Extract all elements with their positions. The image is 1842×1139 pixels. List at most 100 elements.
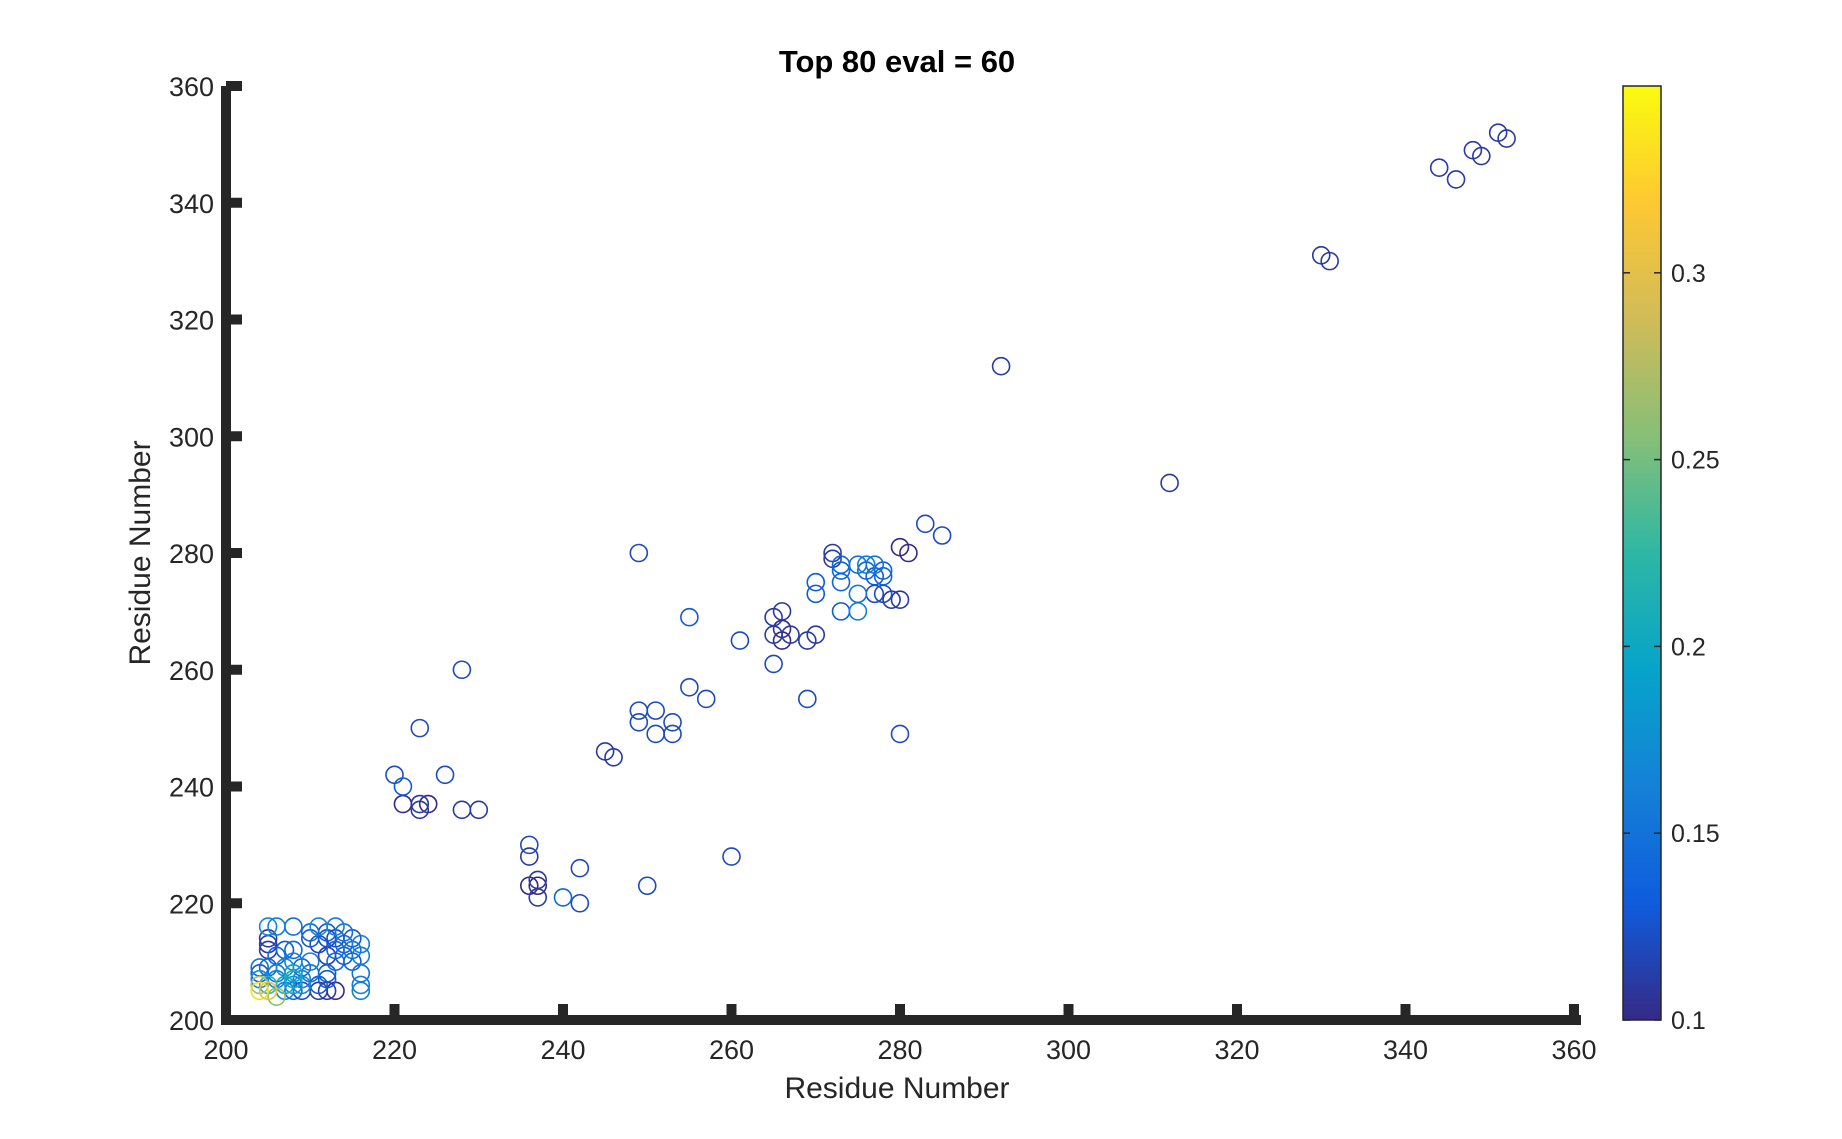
data-point bbox=[680, 607, 699, 627]
y-tick-label: 280 bbox=[169, 539, 214, 569]
data-point bbox=[1320, 251, 1339, 271]
data-point bbox=[393, 794, 413, 814]
data-point bbox=[284, 975, 303, 995]
data-point bbox=[469, 800, 489, 820]
data-point bbox=[528, 876, 548, 896]
data-point bbox=[798, 631, 817, 650]
data-point bbox=[519, 847, 539, 866]
x-tick-label: 300 bbox=[1046, 1035, 1091, 1065]
data-point bbox=[258, 981, 278, 1001]
data-point bbox=[629, 712, 649, 732]
data-point bbox=[351, 946, 371, 966]
colorbar-tick-label: 0.15 bbox=[1671, 820, 1720, 848]
data-point bbox=[250, 981, 270, 1001]
data-point bbox=[326, 952, 345, 971]
data-point bbox=[284, 917, 303, 936]
data-point bbox=[351, 981, 371, 1001]
x-tick-label: 360 bbox=[1551, 1035, 1596, 1065]
data-point bbox=[806, 584, 826, 604]
x-axis: 200 220 240 260 280 300 320 340 360 bbox=[203, 1004, 1597, 1065]
y-tick-label: 240 bbox=[169, 773, 214, 803]
data-point bbox=[1497, 129, 1516, 148]
y-axis: 200 220 240 260 280 300 320 340 360 bbox=[169, 72, 242, 1036]
data-point bbox=[258, 917, 278, 936]
data-point bbox=[696, 689, 716, 709]
data-point bbox=[570, 893, 590, 913]
data-point bbox=[309, 917, 328, 936]
data-point bbox=[351, 934, 371, 954]
data-point bbox=[806, 572, 826, 592]
y-tick-label: 300 bbox=[169, 422, 214, 452]
data-point bbox=[890, 590, 910, 610]
data-point bbox=[1446, 170, 1466, 189]
data-point bbox=[663, 712, 682, 732]
data-point bbox=[519, 835, 539, 855]
data-point bbox=[848, 584, 868, 604]
data-point bbox=[284, 969, 303, 989]
data-point bbox=[393, 777, 413, 796]
data-point bbox=[435, 765, 455, 785]
data-point bbox=[831, 572, 851, 592]
data-point bbox=[730, 631, 750, 650]
data-point bbox=[831, 602, 851, 621]
colorbar-tick-label: 0.1 bbox=[1671, 1007, 1706, 1035]
data-point bbox=[1472, 146, 1491, 166]
data-point bbox=[848, 602, 868, 621]
data-point bbox=[637, 876, 657, 896]
data-point bbox=[410, 794, 430, 814]
y-tick-label: 360 bbox=[169, 72, 214, 102]
data-point bbox=[680, 677, 699, 697]
data-point bbox=[781, 625, 800, 645]
data-point bbox=[452, 800, 472, 820]
data-point bbox=[570, 858, 590, 878]
data-point bbox=[1429, 158, 1449, 178]
data-point bbox=[410, 718, 430, 738]
y-axis-label: Residue Number bbox=[124, 440, 157, 665]
data-point bbox=[553, 888, 573, 907]
data-point bbox=[284, 940, 303, 960]
colorbar-tick-label: 0.25 bbox=[1671, 447, 1720, 475]
y-tick-label: 200 bbox=[169, 1006, 214, 1036]
data-point bbox=[663, 724, 682, 744]
data-point bbox=[915, 514, 935, 534]
x-tick-label: 240 bbox=[540, 1035, 585, 1065]
data-point bbox=[899, 543, 918, 563]
y-tick-label: 340 bbox=[169, 189, 214, 219]
x-tick-label: 320 bbox=[1214, 1035, 1259, 1065]
y-tick-label: 220 bbox=[169, 889, 214, 919]
data-point bbox=[300, 952, 320, 971]
x-tick-label: 200 bbox=[203, 1035, 248, 1065]
data-point bbox=[890, 724, 910, 744]
data-point bbox=[991, 356, 1011, 376]
x-tick-label: 220 bbox=[372, 1035, 417, 1065]
data-point bbox=[385, 765, 404, 785]
y-tick-label: 320 bbox=[169, 306, 214, 336]
data-point bbox=[798, 689, 817, 709]
data-point bbox=[856, 555, 876, 574]
colorbar: 0.1 0.15 0.2 0.25 0.3 bbox=[1622, 85, 1720, 1035]
x-tick-label: 280 bbox=[877, 1035, 922, 1065]
data-point bbox=[772, 602, 792, 621]
data-point bbox=[629, 543, 649, 563]
data-point bbox=[722, 847, 741, 866]
data-point bbox=[267, 917, 286, 936]
data-point bbox=[764, 654, 783, 674]
data-point bbox=[831, 561, 851, 580]
data-point bbox=[528, 888, 548, 907]
y-tick-label: 260 bbox=[169, 656, 214, 686]
x-tick-label: 260 bbox=[709, 1035, 754, 1065]
data-point bbox=[1160, 473, 1179, 493]
colorbar-tick-label: 0.3 bbox=[1671, 260, 1706, 288]
chart-title: Top 80 eval = 60 bbox=[779, 44, 1015, 79]
data-point bbox=[646, 724, 665, 744]
data-point bbox=[410, 800, 430, 820]
data-point bbox=[646, 701, 665, 720]
plot-area bbox=[250, 123, 1516, 1006]
data-point bbox=[604, 748, 623, 767]
colorbar-tick-label: 0.2 bbox=[1671, 633, 1706, 661]
data-point bbox=[932, 526, 952, 545]
data-point bbox=[865, 555, 885, 574]
colorbar-gradient bbox=[1622, 85, 1662, 1021]
